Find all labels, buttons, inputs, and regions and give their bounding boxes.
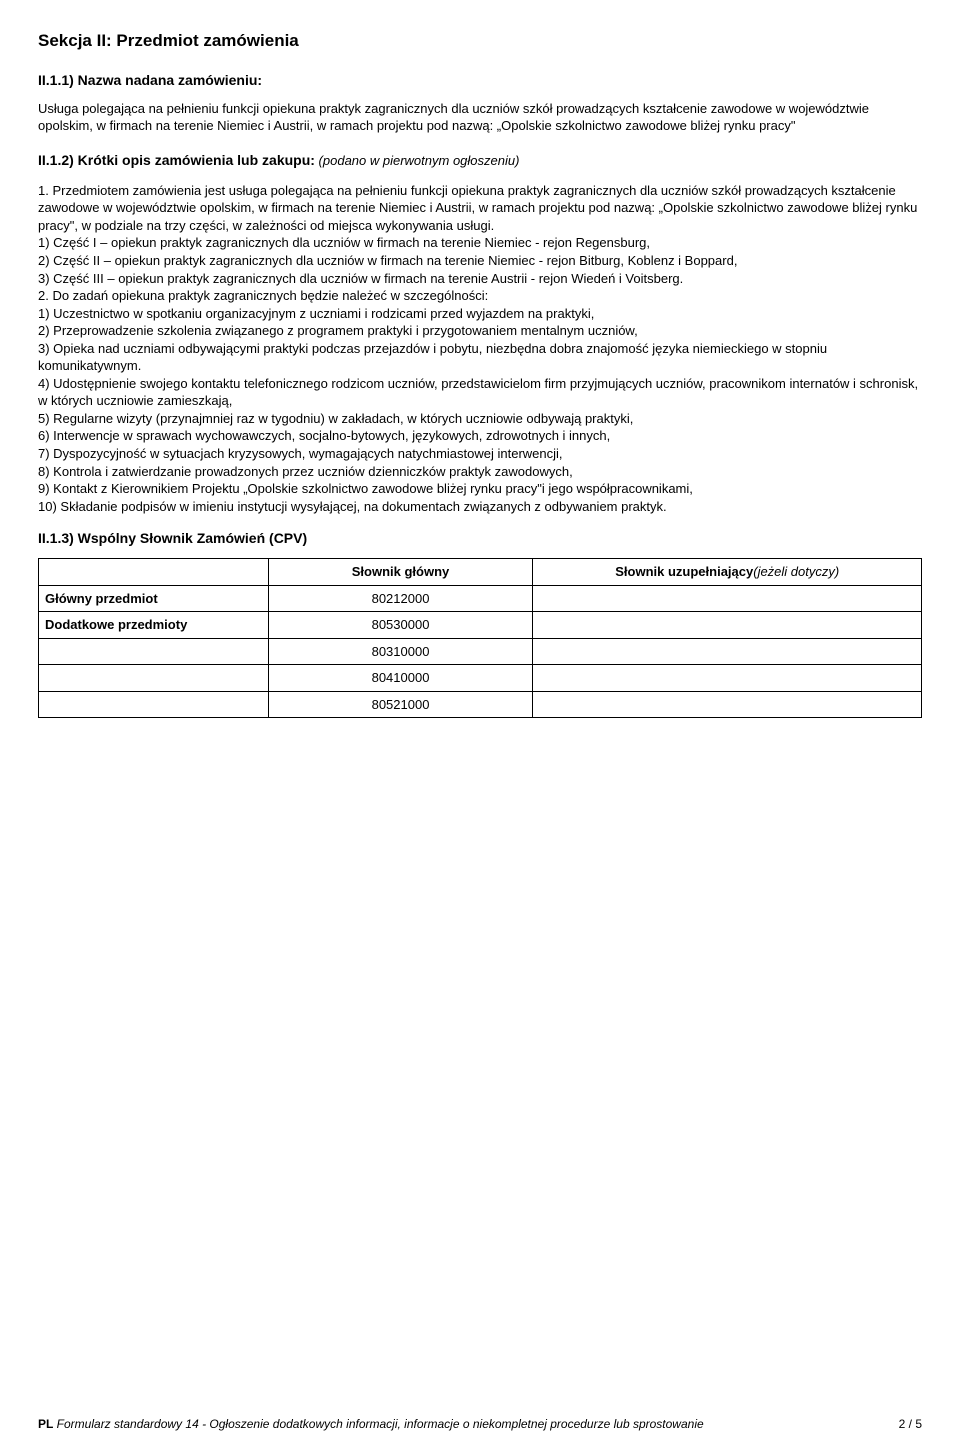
cpv-add-supp-3 — [533, 691, 922, 718]
sub2-line2: 2) Część II – opiekun praktyk zagraniczn… — [38, 252, 922, 270]
sub2-t9: 9) Kontakt z Kierownikiem Projektu „Opol… — [38, 480, 922, 498]
sub2-t8: 8) Kontrola i zatwierdzanie prowadzonych… — [38, 463, 922, 481]
sub2-t5: 5) Regularne wizyty (przynajmniej raz w … — [38, 410, 922, 428]
section-title: Sekcja II: Przedmiot zamówienia — [38, 30, 922, 53]
cpv-add-val-0: 80530000 — [268, 612, 533, 639]
cpv-add-val-2: 80410000 — [268, 665, 533, 692]
cpv-main-supp — [533, 585, 922, 612]
cpv-add-supp-0 — [533, 612, 922, 639]
table-row: 80310000 — [39, 638, 922, 665]
footer-prefix: PL — [38, 1417, 53, 1431]
footer-title: Formularz standardowy 14 - Ogłoszenie do… — [53, 1417, 703, 1431]
table-row: 80521000 — [39, 691, 922, 718]
cpv-main-label: Główny przedmiot — [45, 591, 158, 606]
cpv-empty-cell — [39, 691, 269, 718]
sub2-t7: 7) Dyspozycyjność w sytuacjach kryzysowy… — [38, 445, 922, 463]
cpv-col-empty — [39, 559, 269, 586]
sub2-line3: 3) Część III – opiekun praktyk zagranicz… — [38, 270, 922, 288]
sub2-line1: 1) Część I – opiekun praktyk zagraniczny… — [38, 234, 922, 252]
sub2-heading-bold: II.1.2) Krótki opis zamówienia lub zakup… — [38, 152, 315, 168]
cpv-add-val-3: 80521000 — [268, 691, 533, 718]
sub2-t10: 10) Składanie podpisów w imieniu instytu… — [38, 498, 922, 516]
cpv-add-supp-2 — [533, 665, 922, 692]
cpv-table: Słownik główny Słownik uzupełniający(jeż… — [38, 558, 922, 718]
table-row: Główny przedmiot 80212000 — [39, 585, 922, 612]
cpv-empty-cell — [39, 665, 269, 692]
sub2-t2: 2) Przeprowadzenie szkolenia związanego … — [38, 322, 922, 340]
cpv-col-main: Słownik główny — [268, 559, 533, 586]
sub1-heading: II.1.1) Nazwa nadana zamówieniu: — [38, 71, 922, 90]
cpv-add-supp-1 — [533, 638, 922, 665]
table-row: Dodatkowe przedmioty 80530000 — [39, 612, 922, 639]
sub1-text: Usługa polegająca na pełnieniu funkcji o… — [38, 100, 922, 135]
page-footer: PL Formularz standardowy 14 - Ogłoszenie… — [38, 1416, 922, 1432]
cpv-add-val-1: 80310000 — [268, 638, 533, 665]
sub2-para2: 2. Do zadań opiekuna praktyk zagraniczny… — [38, 287, 922, 305]
cpv-add-label: Dodatkowe przedmioty — [45, 617, 187, 632]
sub2-t6: 6) Interwencje w sprawach wychowawczych,… — [38, 427, 922, 445]
cpv-col-supp-text: Słownik uzupełniający — [615, 564, 753, 579]
sub2-t3: 3) Opieka nad uczniami odbywającymi prak… — [38, 340, 922, 375]
cpv-col-supp: Słownik uzupełniający(jeżeli dotyczy) — [533, 559, 922, 586]
sub3-heading: II.1.3) Wspólny Słownik Zamówień (CPV) — [38, 529, 922, 548]
footer-page: 2 / 5 — [899, 1416, 922, 1432]
sub2-para1: 1. Przedmiotem zamówienia jest usługa po… — [38, 182, 922, 235]
table-row: 80410000 — [39, 665, 922, 692]
cpv-col-supp-italic: (jeżeli dotyczy) — [753, 564, 839, 579]
sub2-heading-italic: (podano w pierwotnym ogłoszeniu) — [315, 153, 520, 168]
cpv-empty-cell — [39, 638, 269, 665]
sub2-t4: 4) Udostępnienie swojego kontaktu telefo… — [38, 375, 922, 410]
sub2-t1: 1) Uczestnictwo w spotkaniu organizacyjn… — [38, 305, 922, 323]
table-header-row: Słownik główny Słownik uzupełniający(jeż… — [39, 559, 922, 586]
cpv-main-val: 80212000 — [268, 585, 533, 612]
